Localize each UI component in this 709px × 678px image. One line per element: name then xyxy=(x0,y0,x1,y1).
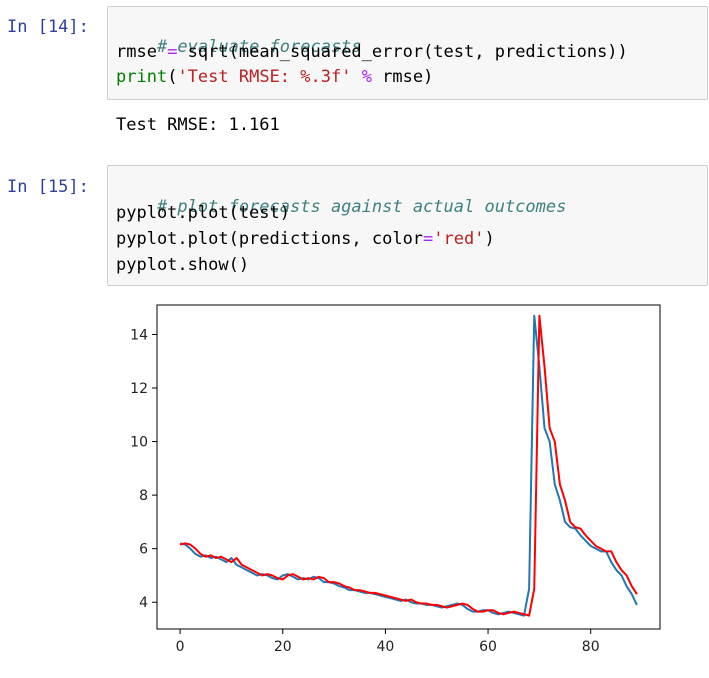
x-tick-label: 60 xyxy=(479,639,497,655)
code-line-3: print('Test RMSE: %.3f' % rmse) xyxy=(116,67,433,87)
code-text: ( xyxy=(167,67,178,87)
x-tick-label: 80 xyxy=(582,639,600,655)
cell-14-output: Test RMSE: 1.161 xyxy=(116,115,280,135)
x-tick-label: 0 xyxy=(176,639,185,655)
forecast-line-chart: 0 20 40 60 80 4 6 8 10 12 14 xyxy=(130,304,661,655)
code-comment: # plot forecasts against actual outcomes xyxy=(156,197,567,217)
code-line-1: # plot forecasts against actual outcomes xyxy=(116,177,566,237)
code-text: ) xyxy=(484,229,495,249)
code-operator: = xyxy=(423,229,434,249)
y-tick-label: 6 xyxy=(139,542,148,558)
cell-14-prompt: In [14]: xyxy=(7,17,89,37)
cell-14-input[interactable]: # evaluate forecasts rmse = sqrt(mean_sq… xyxy=(107,6,708,100)
y-tick-label: 12 xyxy=(130,381,148,397)
x-tick-label: 20 xyxy=(274,639,292,655)
code-operator: = xyxy=(167,42,178,62)
x-tick-label: 40 xyxy=(376,639,394,655)
y-axis: 4 6 8 10 12 14 xyxy=(130,327,157,611)
y-tick-label: 4 xyxy=(139,595,148,611)
code-builtin: print xyxy=(116,67,168,87)
code-operator: % xyxy=(361,67,372,87)
code-text: rmse) xyxy=(371,67,434,87)
code-text: pyplot.plot(test) xyxy=(116,203,290,223)
code-text: pyplot.plot(predictions, color xyxy=(116,229,424,249)
code-line-1: # evaluate forecasts xyxy=(116,17,362,77)
y-tick-label: 10 xyxy=(130,435,148,451)
plot-area-frame xyxy=(156,304,661,630)
code-line-3: pyplot.plot(predictions, color='red') xyxy=(116,229,495,249)
code-comment: # evaluate forecasts xyxy=(156,37,362,57)
code-text: rmse xyxy=(116,42,168,62)
series-group xyxy=(179,314,638,617)
cell-15-prompt: In [15]: xyxy=(7,177,89,197)
code-line-4: pyplot.show() xyxy=(116,255,249,275)
y-tick-label: 8 xyxy=(139,488,148,504)
code-line-2: pyplot.plot(test) xyxy=(116,203,290,223)
series-line-predictions xyxy=(179,314,638,617)
code-string: 'Test RMSE: %.3f' xyxy=(177,67,352,87)
cell-15-input[interactable]: # plot forecasts against actual outcomes… xyxy=(107,165,708,286)
code-string: 'red' xyxy=(433,229,485,249)
code-text xyxy=(351,67,361,87)
y-tick-label: 14 xyxy=(130,327,148,343)
x-axis: 0 20 40 60 80 xyxy=(176,629,600,655)
code-line-2: rmse = sqrt(mean_squared_error(test, pre… xyxy=(116,42,628,62)
code-text: sqrt(mean_squared_error(test, prediction… xyxy=(177,42,628,62)
code-text: pyplot.show() xyxy=(116,255,250,275)
